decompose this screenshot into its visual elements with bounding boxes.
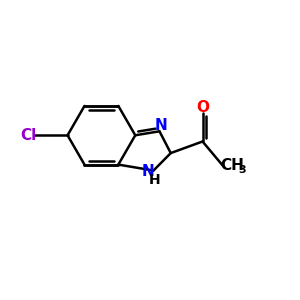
Text: 3: 3 [239,165,246,176]
Text: O: O [196,100,209,115]
Text: H: H [148,173,160,187]
Text: N: N [154,118,167,134]
Text: N: N [142,164,155,179]
Text: CH: CH [220,158,244,173]
Text: Cl: Cl [20,128,37,143]
